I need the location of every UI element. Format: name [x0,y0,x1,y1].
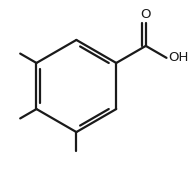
Text: O: O [141,8,151,21]
Text: OH: OH [168,51,188,64]
